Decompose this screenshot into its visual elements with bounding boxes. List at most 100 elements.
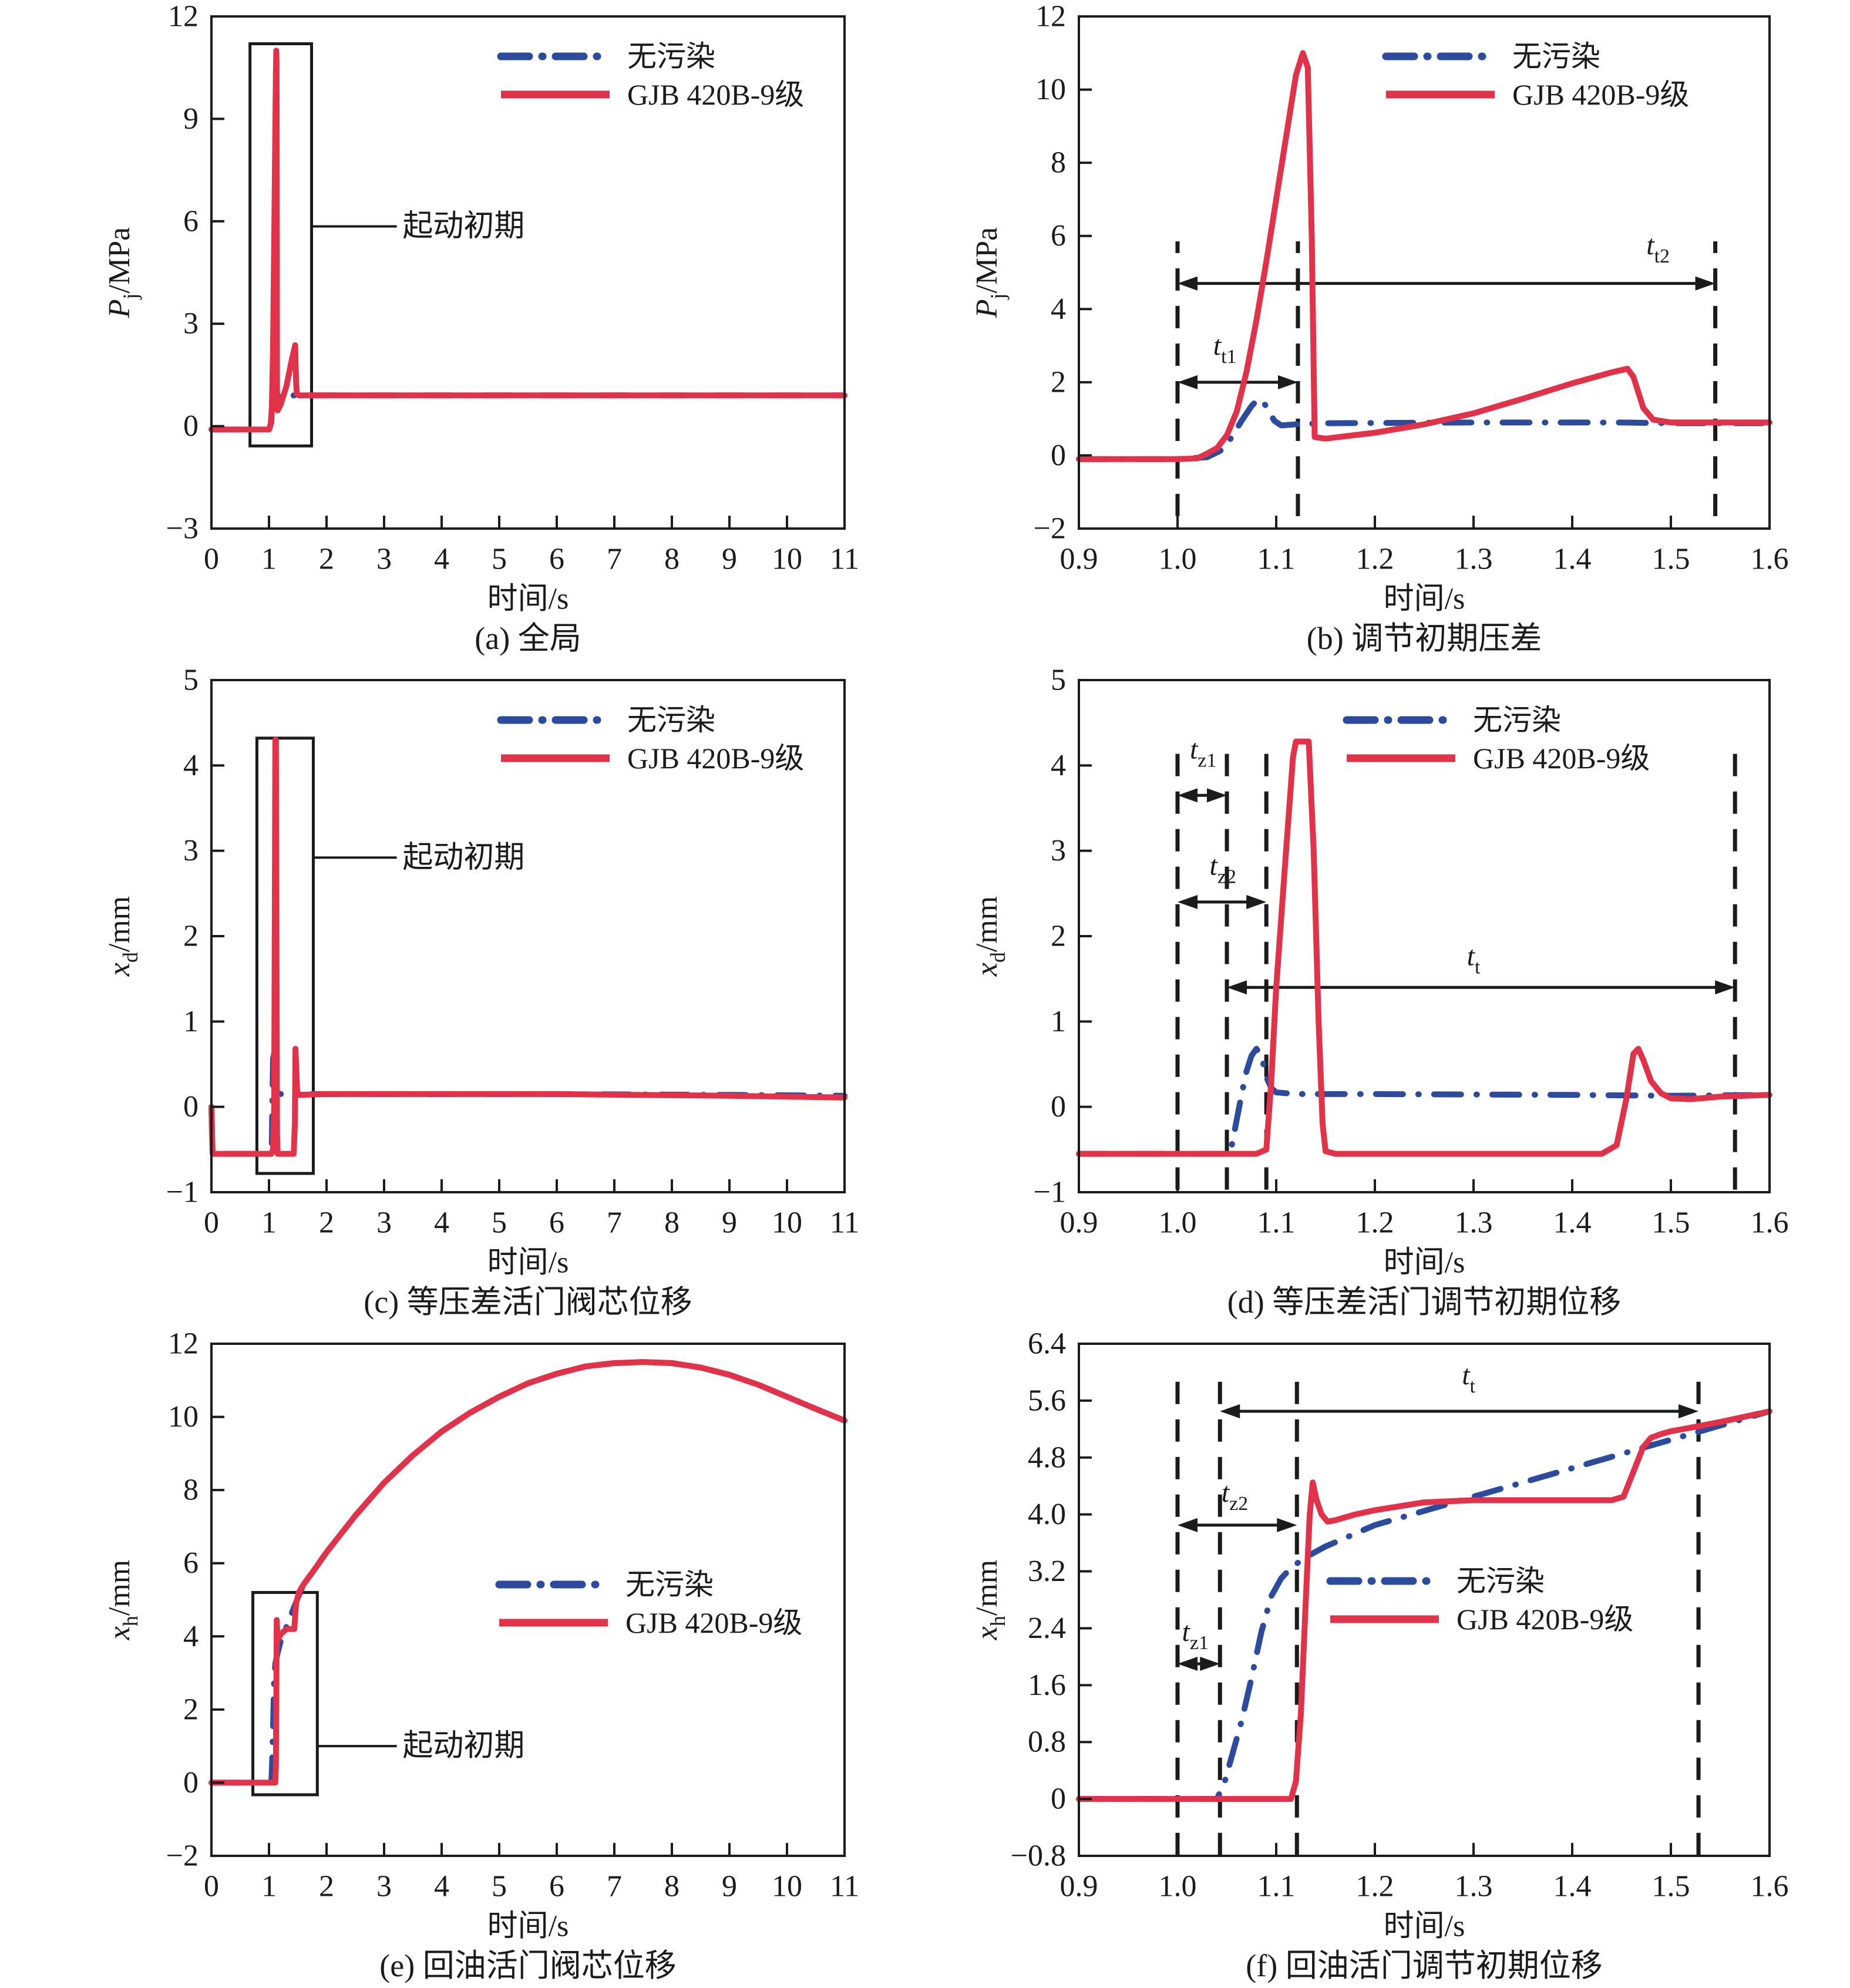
svg-text:0: 0 (204, 543, 219, 576)
chart-b-initial-pressure-diff: tt1 tt2 0.9 1.0 1.1 1.2 1.3 1.4 1.5 1.6 −2 0 2 4 6 8 10 1… (925, 0, 1850, 664)
svg-text:0: 0 (183, 1090, 199, 1123)
svg-text:4: 4 (1051, 292, 1066, 326)
svg-text:4: 4 (183, 749, 199, 782)
svg-text:2: 2 (183, 920, 199, 953)
svg-text:−1: −1 (166, 1176, 199, 1209)
svg-text:0.9: 0.9 (1060, 1206, 1098, 1240)
svg-text:9: 9 (722, 1870, 737, 1903)
svg-text:5: 5 (492, 543, 507, 576)
panel-d-valve-initial-displacement: tz1 tz2 tt 0.9 1.0 1.1 1.2 1.3 1.4 1.5 1.6 −1 0 1 2 3 4 5… (925, 664, 1850, 1327)
svg-text:0.8: 0.8 (1028, 1725, 1066, 1759)
svg-text:2: 2 (319, 1206, 334, 1240)
svg-text:1.0: 1.0 (1159, 1870, 1197, 1903)
svg-text:xh/mm: xh/mm (970, 1560, 1010, 1640)
svg-text:−1: −1 (1034, 1176, 1066, 1209)
svg-text:无污染: 无污染 (1457, 1565, 1545, 1597)
caption-e: (e) 回油活门阀芯位移 (379, 1948, 677, 1983)
caption-c: (c) 等压差活门阀芯位移 (364, 1284, 692, 1320)
svg-text:1: 1 (183, 1005, 199, 1038)
svg-text:7: 7 (607, 1870, 622, 1903)
svg-text:2: 2 (183, 1693, 199, 1726)
svg-text:10: 10 (772, 543, 802, 576)
svg-text:1.0: 1.0 (1159, 1206, 1197, 1240)
svg-text:无污染: 无污染 (1473, 704, 1561, 736)
svg-text:12: 12 (168, 1327, 199, 1361)
svg-text:5: 5 (492, 1870, 507, 1903)
svg-text:7: 7 (607, 543, 622, 576)
svg-text:11: 11 (830, 543, 859, 576)
svg-text:7: 7 (607, 1206, 622, 1240)
svg-text:1.1: 1.1 (1257, 1206, 1296, 1240)
svg-text:2: 2 (319, 543, 334, 576)
svg-text:5: 5 (1051, 664, 1066, 697)
svg-text:tt: tt (1467, 940, 1481, 978)
svg-text:无污染: 无污染 (627, 704, 715, 736)
svg-text:1.2: 1.2 (1356, 1870, 1394, 1903)
svg-text:0.9: 0.9 (1060, 543, 1098, 576)
svg-text:4: 4 (183, 1620, 199, 1653)
svg-text:0: 0 (183, 1766, 199, 1799)
svg-text:1.6: 1.6 (1751, 543, 1789, 576)
svg-text:1.5: 1.5 (1652, 543, 1690, 576)
svg-text:1.5: 1.5 (1652, 1870, 1690, 1903)
svg-text:1.4: 1.4 (1553, 543, 1592, 576)
svg-text:8: 8 (664, 1206, 680, 1240)
svg-text:1: 1 (261, 1870, 277, 1903)
svg-text:10: 10 (1035, 73, 1066, 106)
svg-text:xd/mm: xd/mm (970, 896, 1010, 977)
svg-text:起动初期: 起动初期 (402, 1730, 524, 1763)
svg-text:2: 2 (1051, 920, 1066, 953)
svg-text:4.0: 4.0 (1028, 1498, 1066, 1531)
svg-text:1.1: 1.1 (1257, 1870, 1296, 1903)
svg-text:tz2: tz2 (1222, 1477, 1248, 1515)
svg-text:1.6: 1.6 (1751, 1206, 1789, 1240)
svg-text:tz1: tz1 (1190, 734, 1216, 772)
svg-text:时间/s: 时间/s (1384, 583, 1465, 616)
svg-text:3: 3 (376, 1870, 392, 1903)
svg-text:1.6: 1.6 (1028, 1669, 1066, 1702)
svg-text:10: 10 (772, 1206, 802, 1240)
svg-text:9: 9 (722, 1206, 737, 1240)
svg-text:时间/s: 时间/s (1384, 1246, 1465, 1280)
svg-text:−2: −2 (1034, 512, 1066, 546)
svg-text:tz2: tz2 (1210, 850, 1236, 887)
caption-b: (b) 调节初期压差 (1306, 621, 1542, 656)
svg-text:11: 11 (830, 1870, 859, 1903)
svg-text:Pj/MPa: Pj/MPa (970, 227, 1010, 318)
svg-text:12: 12 (168, 0, 199, 33)
svg-text:起动初期: 起动初期 (402, 841, 524, 874)
svg-text:GJB 420B-9级: GJB 420B-9级 (1457, 1603, 1633, 1636)
svg-text:1.3: 1.3 (1455, 1870, 1493, 1903)
svg-text:1.3: 1.3 (1455, 1206, 1493, 1240)
svg-text:6: 6 (183, 204, 199, 238)
svg-text:4: 4 (434, 1870, 449, 1903)
svg-text:0: 0 (1051, 1782, 1066, 1816)
svg-text:−0.8: −0.8 (1011, 1839, 1066, 1873)
svg-text:时间/s: 时间/s (487, 583, 569, 616)
svg-text:时间/s: 时间/s (487, 1910, 569, 1943)
panel-e-return-valve-displacement: 起动初期 0 1 2 3 4 5 6 7 8 9 10 11 −2 0 2 4 6 8 10 12 时间/s xh/mm 无污… (0, 1327, 925, 1988)
svg-text:GJB 420B-9级: GJB 420B-9级 (1512, 78, 1689, 111)
svg-text:0: 0 (1051, 1090, 1066, 1123)
svg-text:0: 0 (1051, 439, 1066, 472)
svg-text:−3: −3 (166, 512, 199, 546)
svg-text:无污染: 无污染 (1512, 40, 1600, 73)
svg-text:8: 8 (664, 543, 680, 576)
svg-text:6: 6 (183, 1546, 199, 1580)
svg-text:8: 8 (183, 1474, 199, 1507)
svg-text:4: 4 (434, 543, 449, 576)
svg-text:1.4: 1.4 (1553, 1870, 1592, 1903)
svg-text:5.6: 5.6 (1028, 1384, 1066, 1417)
svg-text:起动初期: 起动初期 (402, 210, 524, 243)
caption-f: (f) 回油活门调节初期位移 (1246, 1948, 1603, 1983)
svg-text:xh/mm: xh/mm (103, 1560, 142, 1640)
svg-text:1: 1 (1051, 1005, 1066, 1038)
svg-text:tt2: tt2 (1646, 230, 1670, 267)
svg-text:时间/s: 时间/s (487, 1246, 569, 1280)
svg-text:3: 3 (1051, 834, 1066, 867)
svg-text:0: 0 (204, 1870, 219, 1903)
